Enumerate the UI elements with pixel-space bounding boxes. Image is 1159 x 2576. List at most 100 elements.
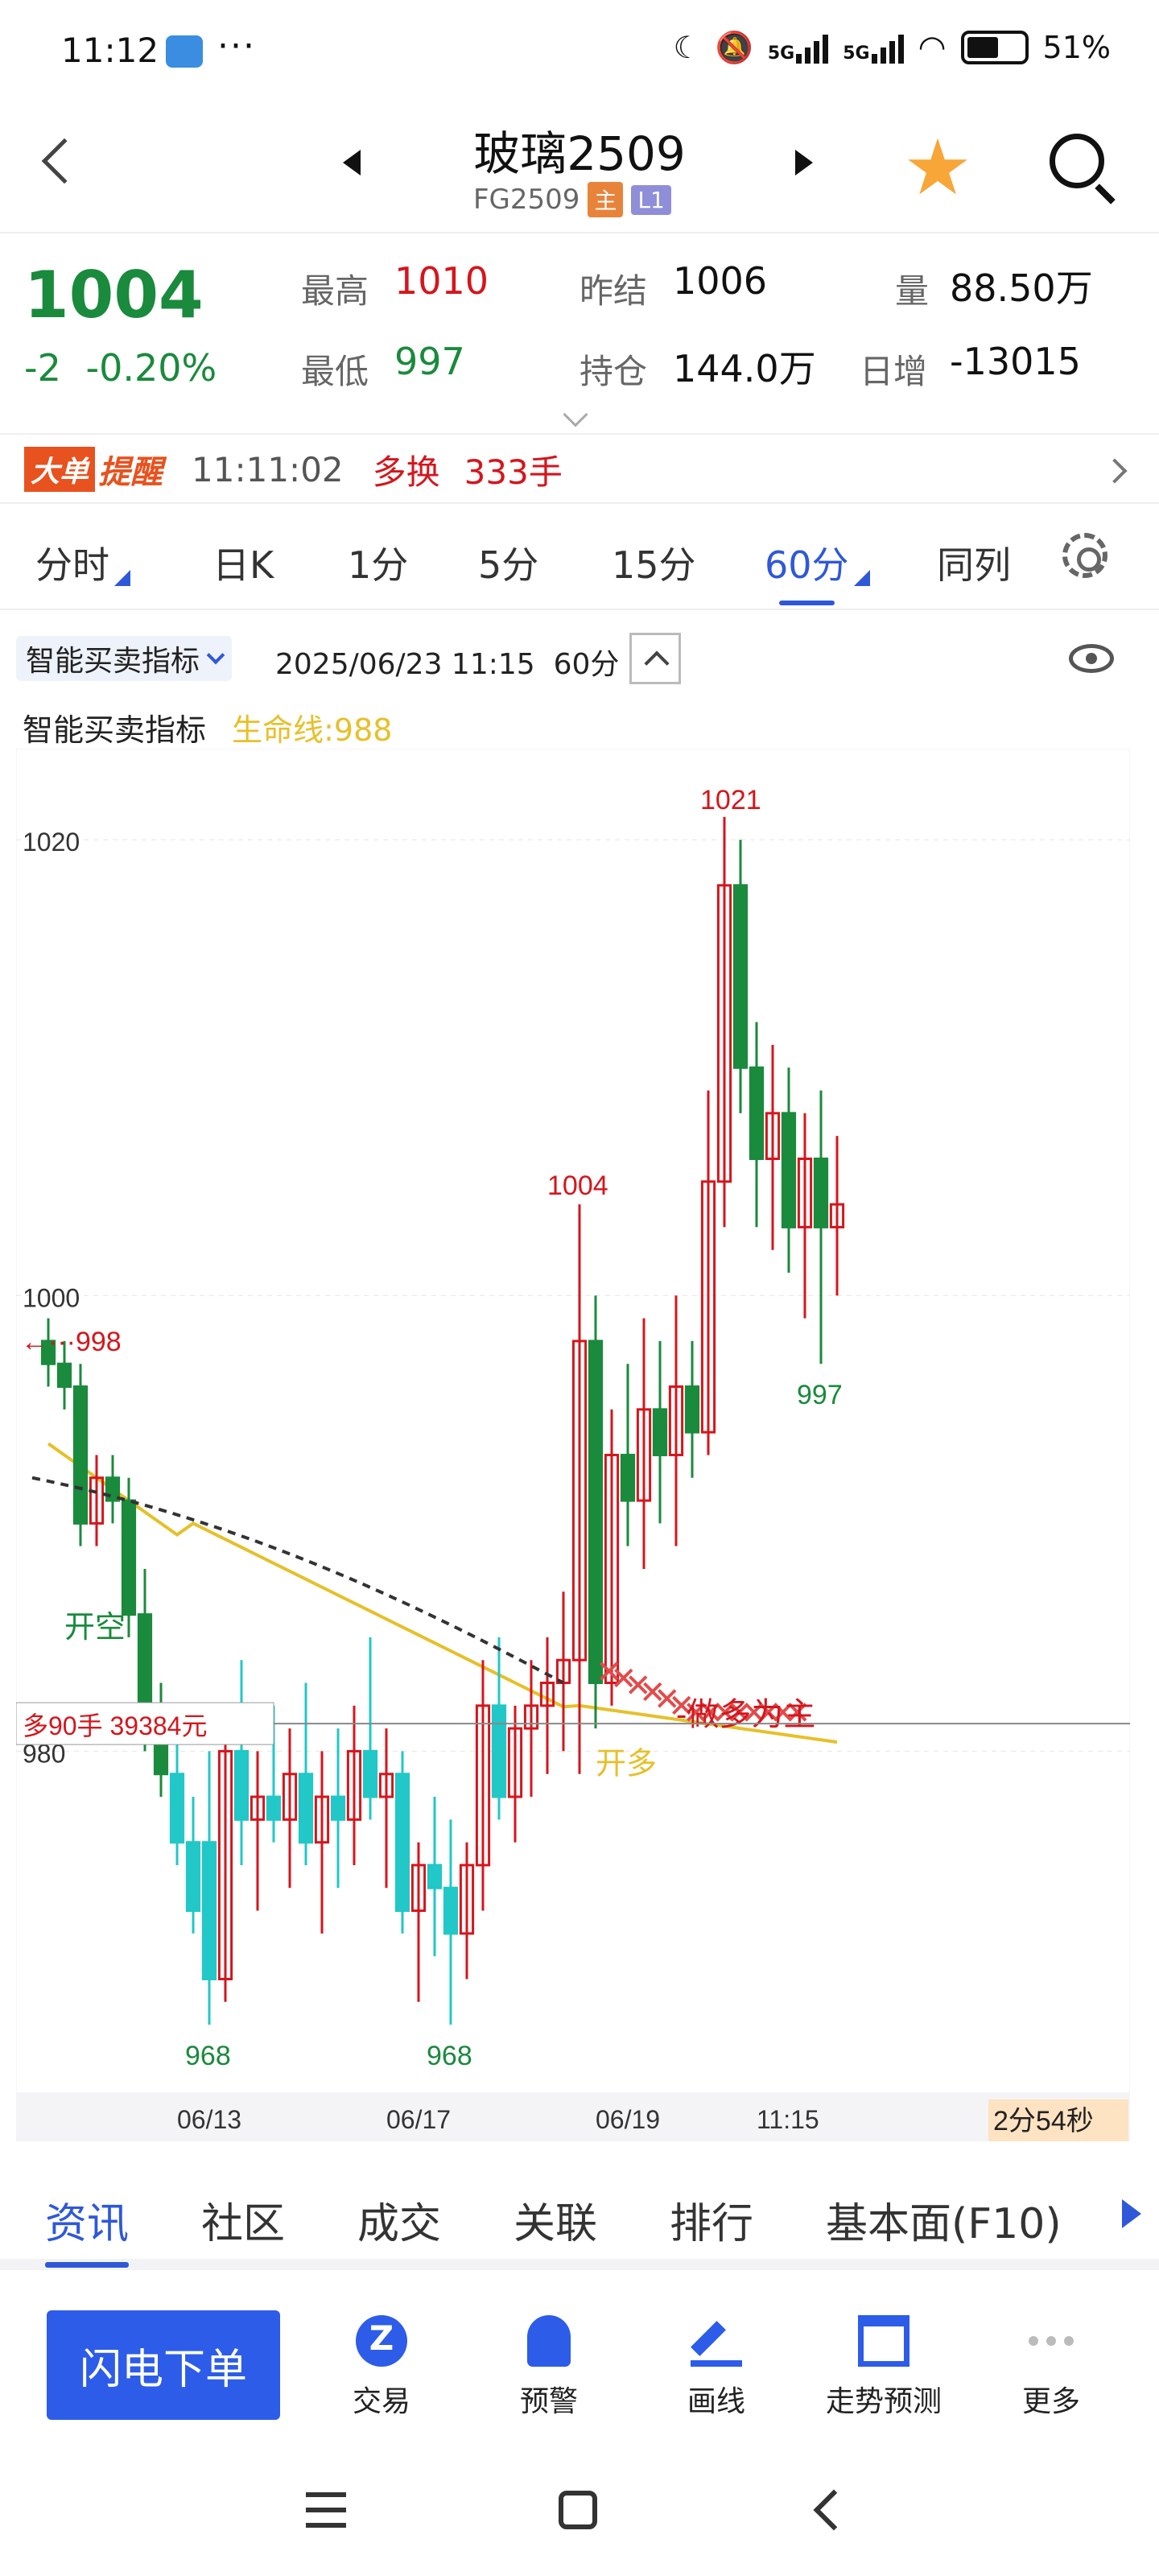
pen-icon xyxy=(691,2315,742,2367)
indicator-selector[interactable]: 智能买卖指标 xyxy=(16,636,233,681)
forecast-label: 走势预测 xyxy=(825,2385,942,2418)
candle-body xyxy=(732,884,749,1069)
candle-body xyxy=(89,1476,105,1525)
y-tick-label: 1020 xyxy=(23,828,80,857)
back-icon[interactable] xyxy=(41,138,88,184)
candle-body xyxy=(491,1704,507,1798)
next-contract-icon[interactable] xyxy=(795,150,813,175)
status-time: 11:12 xyxy=(61,31,159,70)
tab-1min[interactable]: 1分 xyxy=(348,543,409,587)
more-notifications-icon: ··· xyxy=(217,26,256,67)
draw-line-button[interactable]: 画线 xyxy=(644,2315,789,2420)
quote-panel: 1004 -2 -0.20% 最高 1010 最低 997 昨结 1006 持仓… xyxy=(0,233,1159,435)
candle-body xyxy=(185,1841,201,1913)
candle-body xyxy=(781,1112,797,1228)
candle-body xyxy=(523,1704,539,1730)
recent-apps-icon[interactable] xyxy=(306,2492,346,2528)
trade-label: 交易 xyxy=(352,2385,410,2418)
signal-icon xyxy=(871,31,904,64)
low-value: 997 xyxy=(394,340,465,383)
chevron-right-icon[interactable] xyxy=(1102,458,1128,484)
gear-icon[interactable] xyxy=(1062,533,1107,578)
candle-body xyxy=(636,1408,652,1502)
forecast-button[interactable]: 走势预测 xyxy=(811,2315,956,2420)
signal-cross: ✕ xyxy=(654,1681,681,1718)
tab-60min[interactable]: 60分 xyxy=(765,536,870,605)
eye-icon[interactable] xyxy=(1069,644,1114,673)
dropdown-corner-icon xyxy=(853,570,870,586)
candle-body xyxy=(40,1340,56,1365)
tab-daily-k[interactable]: 日K xyxy=(212,543,274,587)
contract-code: FG2509 xyxy=(473,184,580,216)
big-order-alert[interactable]: 大单 提醒 11:11:02 多换 333手 xyxy=(0,436,1159,504)
tab-same-list[interactable]: 同列 xyxy=(937,543,1011,587)
open-long-annotation: 开多 xyxy=(596,1748,657,1781)
signal-cross: ✕ xyxy=(625,1667,652,1704)
net1-label: 5G xyxy=(767,43,795,64)
tab-5min[interactable]: 5分 xyxy=(478,543,539,587)
tab-news[interactable]: 资讯 xyxy=(45,2190,130,2268)
chevron-down-icon xyxy=(206,646,225,665)
more-button[interactable]: 更多 xyxy=(979,2315,1124,2420)
period-tabs: 分时 日K 1分 5分 15分 60分 同列 xyxy=(0,506,1159,610)
mute-icon: 🔕 xyxy=(715,29,753,65)
level-badge: L1 xyxy=(631,184,671,215)
status-right: ☾ 🔕 5G 5G ◠ 51% xyxy=(673,29,1111,66)
scroll-right-icon[interactable] xyxy=(1122,2199,1141,2228)
prev-settle-value: 1006 xyxy=(673,259,768,303)
signal-1: 5G xyxy=(767,31,829,64)
candle-body xyxy=(346,1749,362,1821)
candle-body xyxy=(250,1795,266,1821)
candle-body xyxy=(620,1453,636,1502)
candle-body xyxy=(475,1704,491,1867)
candle-body xyxy=(716,884,732,1183)
tab-ranking[interactable]: 排行 xyxy=(670,2200,754,2248)
candle-body xyxy=(555,1658,571,1685)
tab-timeshare[interactable]: 分时 xyxy=(35,536,130,589)
trade-icon xyxy=(356,2315,407,2367)
candle-body xyxy=(169,1773,185,1844)
tab-15min[interactable]: 15分 xyxy=(612,543,696,587)
x-tick-label: 06/13 xyxy=(177,2105,241,2134)
mid-high-annotation: 1004 xyxy=(547,1170,608,1201)
high-label: 最高 xyxy=(301,271,369,311)
candle-body xyxy=(330,1795,346,1821)
alert-lots: 333手 xyxy=(464,452,563,492)
collapse-up-icon[interactable] xyxy=(629,633,681,684)
alert-time: 11:11:02 xyxy=(192,449,344,489)
favorite-star-icon[interactable]: ★ xyxy=(903,122,973,213)
flash-order-button[interactable]: 闪电下单 xyxy=(47,2310,280,2420)
high-value: 1010 xyxy=(394,259,489,303)
candle-body xyxy=(362,1749,378,1798)
candle-body xyxy=(700,1180,716,1434)
tab-label: 60分 xyxy=(765,543,849,587)
tab-community[interactable]: 社区 xyxy=(201,2200,286,2248)
candle-body xyxy=(427,1864,443,1889)
x-tick-label: 11:15 xyxy=(757,2105,819,2134)
tab-related[interactable]: 关联 xyxy=(514,2200,598,2248)
candle-body xyxy=(201,1841,217,1980)
tab-fundamentals[interactable]: 基本面(F10) xyxy=(826,2200,1062,2248)
info-tabs: 资讯 社区 成交 关联 排行 基本面(F10) xyxy=(0,2157,1159,2270)
candle-body xyxy=(749,1066,765,1160)
kline-chart[interactable]: 1020 1000 980 ✕ ✕ ✕ ✕ ✕ ✕ ✕ ✕ ✕ ✕ ✕ ✕ ✕ ✕ 1021 1004 997 968 9… xyxy=(16,749,1130,2146)
signal-cross: ✕ xyxy=(769,1695,797,1732)
candle-body xyxy=(539,1682,555,1707)
candle-body xyxy=(266,1795,282,1821)
candle-body xyxy=(233,1749,250,1821)
search-icon[interactable] xyxy=(1050,134,1104,188)
x-tick-label: 06/19 xyxy=(596,2105,660,2134)
x-tick-label: 06/17 xyxy=(386,2105,451,2134)
trade-button[interactable]: 交易 xyxy=(309,2315,454,2420)
candle-body xyxy=(298,1773,314,1844)
countdown-badge xyxy=(988,2099,1128,2141)
daily-increase-value: -13015 xyxy=(950,340,1081,383)
system-back-icon[interactable] xyxy=(813,2489,855,2531)
change-value: -2 xyxy=(24,346,61,390)
home-icon[interactable] xyxy=(559,2491,597,2529)
expand-chevron-icon[interactable] xyxy=(563,402,588,427)
alert-button[interactable]: 预警 xyxy=(476,2315,621,2420)
prev-contract-icon[interactable] xyxy=(343,150,361,175)
candle-body xyxy=(652,1408,668,1456)
tab-trades[interactable]: 成交 xyxy=(357,2200,442,2248)
